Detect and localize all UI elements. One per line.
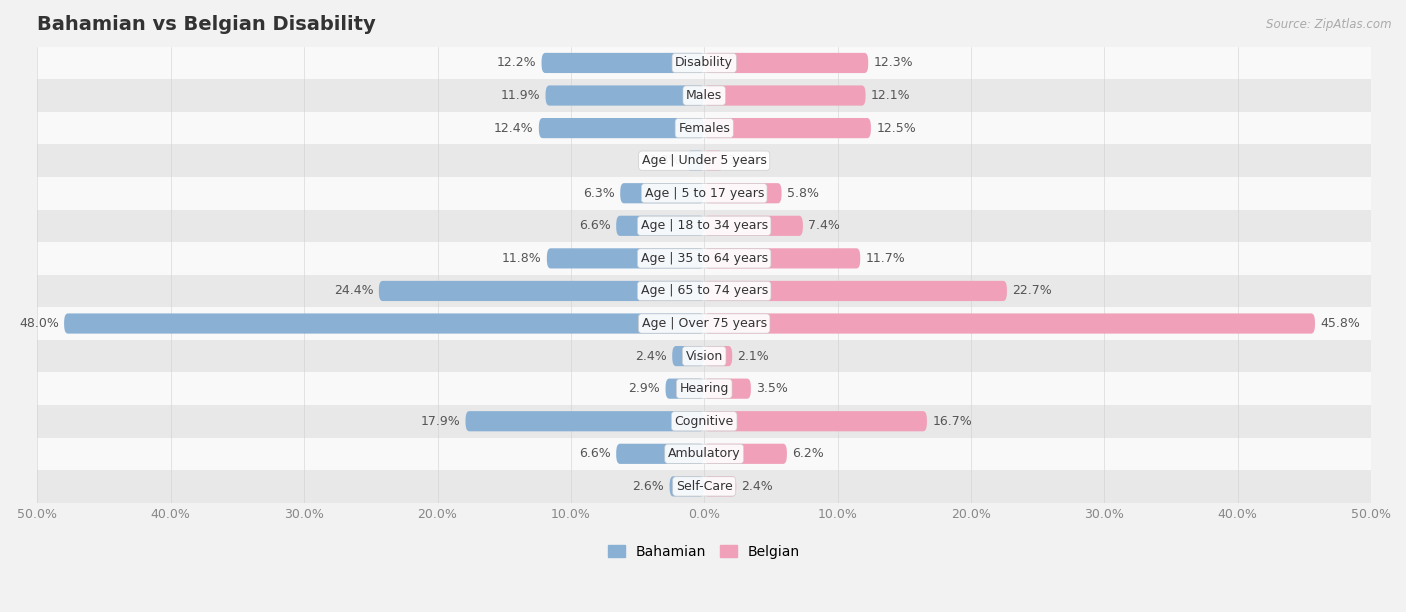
Text: Age | Over 75 years: Age | Over 75 years <box>641 317 766 330</box>
FancyBboxPatch shape <box>704 411 927 431</box>
FancyBboxPatch shape <box>704 248 860 269</box>
FancyBboxPatch shape <box>38 275 1371 307</box>
FancyBboxPatch shape <box>620 183 704 203</box>
FancyBboxPatch shape <box>38 209 1371 242</box>
Text: 6.6%: 6.6% <box>579 219 610 233</box>
FancyBboxPatch shape <box>704 379 751 399</box>
Text: 12.3%: 12.3% <box>873 56 914 69</box>
FancyBboxPatch shape <box>704 86 866 106</box>
Text: 16.7%: 16.7% <box>932 415 972 428</box>
Text: Age | 5 to 17 years: Age | 5 to 17 years <box>644 187 763 200</box>
Text: Hearing: Hearing <box>679 382 728 395</box>
Text: 2.4%: 2.4% <box>636 349 666 362</box>
FancyBboxPatch shape <box>704 476 737 496</box>
Text: 3.5%: 3.5% <box>756 382 789 395</box>
Text: Males: Males <box>686 89 723 102</box>
FancyBboxPatch shape <box>704 118 870 138</box>
Text: 2.6%: 2.6% <box>633 480 664 493</box>
Text: Disability: Disability <box>675 56 733 69</box>
FancyBboxPatch shape <box>616 444 704 464</box>
FancyBboxPatch shape <box>38 372 1371 405</box>
Text: Age | Under 5 years: Age | Under 5 years <box>641 154 766 167</box>
FancyBboxPatch shape <box>38 144 1371 177</box>
FancyBboxPatch shape <box>688 151 704 171</box>
Text: 17.9%: 17.9% <box>420 415 460 428</box>
Text: Bahamian vs Belgian Disability: Bahamian vs Belgian Disability <box>38 15 377 34</box>
Text: Source: ZipAtlas.com: Source: ZipAtlas.com <box>1267 18 1392 31</box>
Text: 5.8%: 5.8% <box>787 187 818 200</box>
FancyBboxPatch shape <box>38 405 1371 438</box>
Text: Age | 18 to 34 years: Age | 18 to 34 years <box>641 219 768 233</box>
Text: 1.4%: 1.4% <box>728 154 761 167</box>
Text: Age | 65 to 74 years: Age | 65 to 74 years <box>641 285 768 297</box>
Text: Self-Care: Self-Care <box>676 480 733 493</box>
FancyBboxPatch shape <box>38 470 1371 502</box>
FancyBboxPatch shape <box>704 346 733 366</box>
FancyBboxPatch shape <box>38 307 1371 340</box>
FancyBboxPatch shape <box>704 313 1315 334</box>
FancyBboxPatch shape <box>704 183 782 203</box>
FancyBboxPatch shape <box>38 438 1371 470</box>
Text: Ambulatory: Ambulatory <box>668 447 741 460</box>
FancyBboxPatch shape <box>538 118 704 138</box>
FancyBboxPatch shape <box>38 112 1371 144</box>
Text: 1.3%: 1.3% <box>650 154 682 167</box>
FancyBboxPatch shape <box>704 444 787 464</box>
FancyBboxPatch shape <box>704 215 803 236</box>
Text: 11.7%: 11.7% <box>866 252 905 265</box>
Text: 11.8%: 11.8% <box>502 252 541 265</box>
FancyBboxPatch shape <box>546 86 704 106</box>
Text: 45.8%: 45.8% <box>1320 317 1360 330</box>
Text: 12.1%: 12.1% <box>870 89 911 102</box>
Text: 12.5%: 12.5% <box>876 122 915 135</box>
Text: 22.7%: 22.7% <box>1012 285 1052 297</box>
Text: 12.2%: 12.2% <box>496 56 536 69</box>
FancyBboxPatch shape <box>38 47 1371 79</box>
Text: 48.0%: 48.0% <box>18 317 59 330</box>
FancyBboxPatch shape <box>672 346 704 366</box>
FancyBboxPatch shape <box>38 177 1371 209</box>
FancyBboxPatch shape <box>665 379 704 399</box>
Text: Vision: Vision <box>686 349 723 362</box>
Text: Cognitive: Cognitive <box>675 415 734 428</box>
FancyBboxPatch shape <box>704 53 869 73</box>
FancyBboxPatch shape <box>541 53 704 73</box>
Text: 6.2%: 6.2% <box>792 447 824 460</box>
Text: 6.6%: 6.6% <box>579 447 610 460</box>
FancyBboxPatch shape <box>616 215 704 236</box>
FancyBboxPatch shape <box>38 340 1371 372</box>
Text: Age | 35 to 64 years: Age | 35 to 64 years <box>641 252 768 265</box>
FancyBboxPatch shape <box>547 248 704 269</box>
FancyBboxPatch shape <box>38 242 1371 275</box>
Text: 11.9%: 11.9% <box>501 89 540 102</box>
Text: 2.9%: 2.9% <box>628 382 661 395</box>
FancyBboxPatch shape <box>38 79 1371 112</box>
FancyBboxPatch shape <box>65 313 704 334</box>
Text: 2.4%: 2.4% <box>741 480 773 493</box>
Text: 7.4%: 7.4% <box>808 219 841 233</box>
FancyBboxPatch shape <box>378 281 704 301</box>
FancyBboxPatch shape <box>704 281 1007 301</box>
FancyBboxPatch shape <box>669 476 704 496</box>
Text: Females: Females <box>678 122 730 135</box>
Text: 6.3%: 6.3% <box>583 187 614 200</box>
FancyBboxPatch shape <box>465 411 704 431</box>
Legend: Bahamian, Belgian: Bahamian, Belgian <box>603 539 806 564</box>
Text: 2.1%: 2.1% <box>738 349 769 362</box>
Text: 24.4%: 24.4% <box>333 285 374 297</box>
FancyBboxPatch shape <box>704 151 723 171</box>
Text: 12.4%: 12.4% <box>494 122 533 135</box>
